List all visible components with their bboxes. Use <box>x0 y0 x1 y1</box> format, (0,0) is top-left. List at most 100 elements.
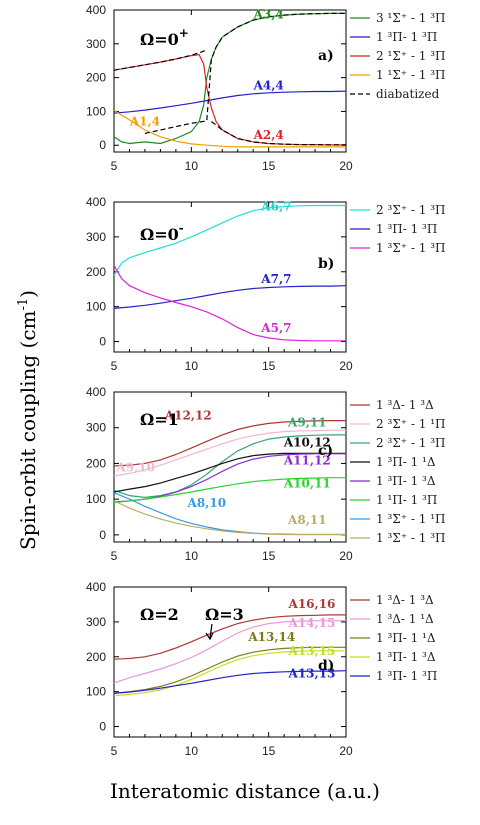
legend-entry: 1 ³Σ⁺ - 1 ³Π <box>350 241 446 255</box>
legend-label: 1 ³Σ⁺ - 1 ³Π <box>376 241 446 255</box>
series-line <box>114 614 346 660</box>
curve-annotation: A10,11 <box>283 477 331 491</box>
curve-annotation: A13,13 <box>288 667 336 681</box>
legend-entry: 1 ³Π- 1 ³Δ <box>350 650 436 664</box>
legend-label: 1 ³Π- 1 ¹Δ <box>376 455 436 469</box>
legend-entry: 3 ¹Σ⁺ - 1 ³Π <box>350 11 446 25</box>
series-line <box>114 429 346 477</box>
x-tick-label: 20 <box>339 359 353 373</box>
curve-annotation: A9,10 <box>115 460 155 474</box>
y-tick-label: 300 <box>86 421 106 435</box>
x-tick-label: 20 <box>339 744 353 758</box>
x-tick-label: 15 <box>262 159 276 173</box>
y-tick-label: 200 <box>86 71 106 85</box>
panel-label: d) <box>318 658 334 674</box>
curve-annotation: A12,12 <box>164 409 212 423</box>
y-tick-label: 200 <box>86 456 106 470</box>
legend-entry: 1 ³Σ⁺ - 1 ¹Π <box>350 512 446 526</box>
curve-annotation: A13,14 <box>247 630 295 644</box>
series-line <box>114 109 346 148</box>
omega-label: Ω=2 <box>140 605 179 624</box>
x-tick-label: 20 <box>339 549 353 563</box>
y-tick-label: 400 <box>86 385 106 399</box>
x-tick-label: 5 <box>111 359 118 373</box>
x-tick-label: 5 <box>111 549 118 563</box>
curve-annotation: A1,4 <box>129 115 160 129</box>
legend-entry: 1 ³Δ- 1 ³Δ <box>350 398 434 412</box>
legend-label: diabatized <box>376 87 440 101</box>
x-tick-label: 10 <box>185 549 199 563</box>
panel-c: 0 100 200 300 400 5 10 15 20 A12,12 A9,11 A10,12 A11… <box>86 385 446 563</box>
plot-frame <box>113 586 347 738</box>
y-tick-label: 100 <box>86 685 106 699</box>
plot-frame <box>113 391 347 543</box>
series-line <box>114 420 346 467</box>
curve-annotation: A7,7 <box>260 272 291 286</box>
series-line <box>114 500 346 536</box>
curve-annotation: A4,4 <box>253 78 284 92</box>
legend-entry: 2 ³Σ⁺ - 1 ³Π <box>350 436 446 450</box>
y-axis-label: Spin-orbit coupling (cm-1) <box>16 290 40 550</box>
legend-entry: 1 ¹Π- 1 ³Π <box>350 493 437 507</box>
series-line <box>211 121 346 146</box>
panel-label: b) <box>318 256 334 272</box>
legend-label: 1 ³Δ- 1 ¹Δ <box>376 612 434 626</box>
curve-annotation: A8,10 <box>187 496 227 510</box>
legend-entry: 2 ¹Σ⁺ - 1 ³Π <box>350 49 446 63</box>
x-tick-label: 15 <box>262 549 276 563</box>
arrow-icon <box>209 623 213 639</box>
series-line <box>114 650 346 697</box>
legend-entry: 1 ³Π- 1 ¹Δ <box>350 455 436 469</box>
omega-label-secondary: Ω=3 <box>205 605 244 624</box>
series-line <box>114 204 346 276</box>
legend-entry: 1 ³Δ- 1 ³Δ <box>350 593 434 607</box>
panel-label: c) <box>318 443 333 459</box>
curve-annotation: A8,11 <box>287 513 327 527</box>
curve-annotation: A11,12 <box>283 454 331 468</box>
y-tick-label: 100 <box>86 104 106 118</box>
legend-entry: 1 ³Π- 1 ³Π <box>350 669 437 683</box>
x-tick-label: 20 <box>339 159 353 173</box>
curve-annotation: A3,4 <box>253 7 284 21</box>
y-axis-label-superscript: -1 <box>16 298 31 311</box>
curve-annotation: A10,12 <box>283 435 331 449</box>
plot-frame <box>113 9 347 153</box>
legend-label: 1 ¹Σ⁺ - 1 ³Π <box>376 68 446 82</box>
plot-frame <box>113 201 347 353</box>
x-tick-label: 10 <box>185 359 199 373</box>
legend-entry: diabatized <box>350 87 440 101</box>
y-tick-label: 300 <box>86 230 106 244</box>
legend-label: 1 ³Δ- 1 ³Δ <box>376 593 434 607</box>
curve-annotation: A14,15 <box>288 616 336 630</box>
legend-entry: 1 ³Δ- 1 ¹Δ <box>350 612 434 626</box>
x-axis-label: Interatomic distance (a.u.) <box>110 779 380 803</box>
y-tick-label: 0 <box>99 138 106 152</box>
series-line <box>114 670 346 694</box>
y-tick-label: 400 <box>86 195 106 209</box>
y-tick-label: 400 <box>86 3 106 17</box>
legend-label: 1 ³Δ- 1 ³Δ <box>376 398 434 412</box>
series-line <box>114 285 346 309</box>
panel-b: 0 100 200 300 400 5 10 15 20 A6,7 A7,7 A5,7 Ω=0- b) 2 … <box>86 195 446 373</box>
omega-label: Ω=0- <box>140 221 184 244</box>
y-tick-label: 200 <box>86 650 106 664</box>
arrowhead-icon <box>205 632 214 641</box>
series-line <box>114 620 346 684</box>
panel-a: 0 100 200 300 400 5 10 15 20 A3,4 A4,4 A2,4 A1,4 Ω=0+… <box>86 3 446 173</box>
panel-label: a) <box>318 48 334 64</box>
y-tick-label: 100 <box>86 492 106 506</box>
x-tick-label: 5 <box>111 744 118 758</box>
y-tick-label: 0 <box>99 335 106 349</box>
legend-label: 2 ³Σ⁺ - 1 ³Π <box>376 436 446 450</box>
legend-entry: 2 ³Σ⁺ - 1 ³Π <box>350 203 446 217</box>
legend-entry: 1 ³Π- 1 ³Δ <box>350 474 436 488</box>
legend-label: 1 ³Π- 1 ¹Δ <box>376 631 436 645</box>
y-tick-label: 300 <box>86 37 106 51</box>
legend-entry: 2 ³Σ⁺ - 1 ¹Π <box>350 417 446 431</box>
series-line <box>114 646 346 694</box>
legend-label: 2 ¹Σ⁺ - 1 ³Π <box>376 49 446 63</box>
legend-entry: 1 ³Σ⁺ - 1 ³Π <box>350 531 446 545</box>
legend-label: 3 ¹Σ⁺ - 1 ³Π <box>376 11 446 25</box>
